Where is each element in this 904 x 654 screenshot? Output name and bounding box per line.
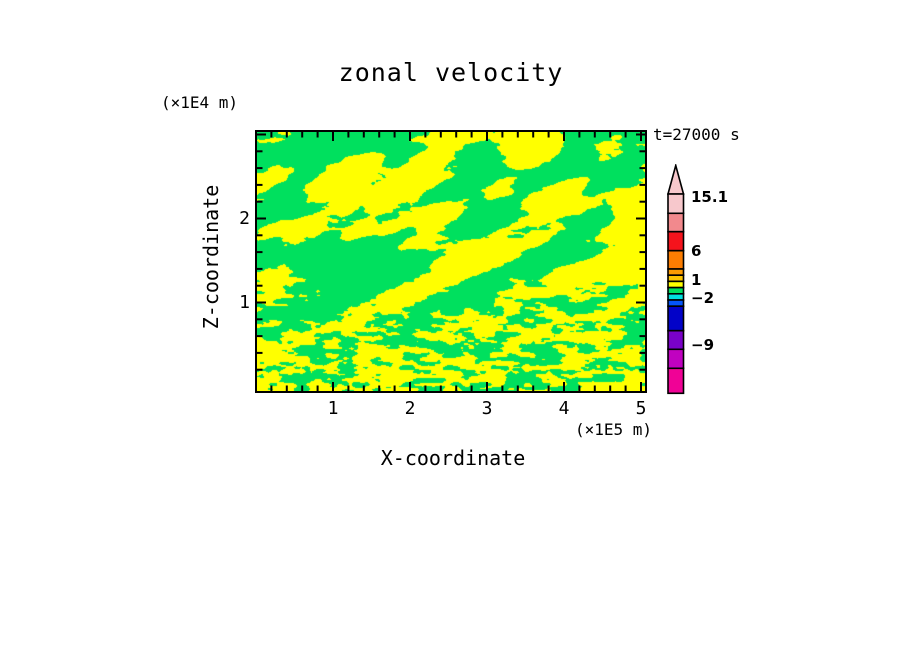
x-tick-label: 1 <box>327 398 339 419</box>
time-annotation: t=27000 s <box>653 125 740 144</box>
y-tick-label: 1 <box>239 291 250 313</box>
colorbar-segment <box>667 193 685 215</box>
x-tick-label: 2 <box>404 398 416 419</box>
colorbar-arrow <box>666 164 685 195</box>
colorbar-label: −2 <box>691 288 715 307</box>
x-tick-label: 3 <box>481 398 493 419</box>
colorbar-segment <box>667 305 685 332</box>
colorbar <box>666 164 685 395</box>
x-axis-label: X-coordinate <box>380 446 526 470</box>
colorbar-segment <box>667 329 685 351</box>
contour-field-canvas <box>257 132 645 391</box>
y-axis-label: Z-coordinate <box>199 184 223 330</box>
colorbar-label: 6 <box>691 242 702 260</box>
colorbar-segment <box>667 274 685 283</box>
axis-ticks <box>257 132 645 391</box>
plot-title: zonal velocity <box>338 58 564 87</box>
colorbar-label: 1 <box>691 271 702 289</box>
y-tick-label: 2 <box>239 207 250 229</box>
colorbar-segment <box>667 367 685 395</box>
colorbar-segment <box>667 230 685 252</box>
colorbar-segment <box>667 280 685 289</box>
colorbar-label: 15.1 <box>691 188 729 206</box>
y-axis-unit-label: (×1E4 m) <box>161 93 239 112</box>
plot-frame <box>255 130 647 393</box>
colorbar-segment <box>667 293 685 301</box>
colorbar-label: −9 <box>691 335 715 354</box>
colorbar-segment <box>667 268 685 276</box>
colorbar-segment <box>667 249 685 270</box>
x-tick-label: 5 <box>635 398 647 419</box>
x-tick-label: 4 <box>558 398 570 419</box>
x-axis-unit-label: (×1E5 m) <box>574 420 652 439</box>
colorbar-segment <box>667 286 685 295</box>
colorbar-segment <box>667 299 685 307</box>
colorbar-segment <box>667 212 685 233</box>
colorbar-segment <box>667 348 685 370</box>
